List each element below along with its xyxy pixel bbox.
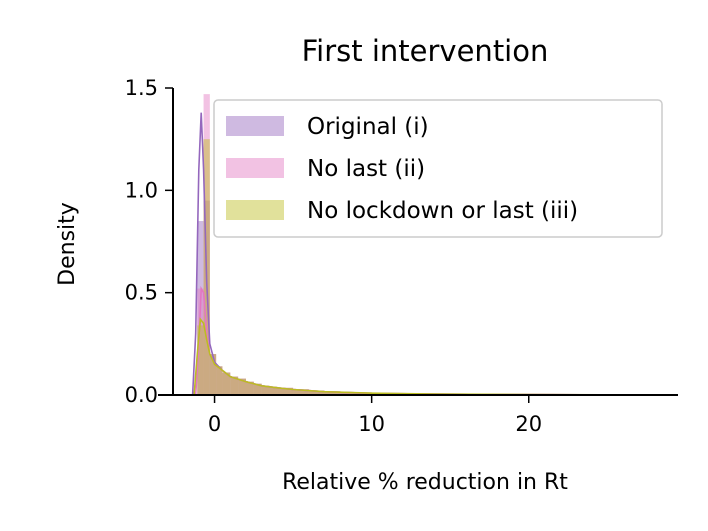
hist-bar [230,376,239,395]
legend-box [213,99,663,238]
hist-bar [216,366,223,395]
hist-bar [230,376,239,395]
hist-bar [308,390,325,395]
hist-bar [245,381,254,395]
hist-bar [222,372,231,395]
hist-bar [261,385,270,395]
hist-bar [245,381,254,395]
hist-bar [209,354,217,395]
hist-bar [216,366,223,395]
kde-line-series-3 [193,317,655,396]
hist-bar [340,392,372,395]
hist-bar [245,381,254,395]
hist-bar [261,385,270,395]
hist-bar [253,383,262,395]
x-tick-label: 20 [515,412,542,436]
y-tick-label: 0.5 [125,281,158,305]
plot-area [191,94,655,396]
hist-bar [293,389,309,395]
hist-bar [324,391,341,395]
hist-bar [340,392,372,395]
hist-bar [293,389,309,395]
hist-bar [222,372,231,395]
x-tick-label: 10 [358,412,385,436]
axes: 0 10 20 0.0 0.5 1.0 1.5 [125,76,678,436]
hist-bar [222,372,231,395]
y-tick-label: 0.0 [125,383,158,407]
hist-bar [238,378,246,395]
hist-bar [230,376,239,395]
hist-bar [324,391,341,395]
hist-bar [238,378,246,395]
hist-bar [293,389,309,395]
hist-bar [308,390,325,395]
hist-bar [253,383,262,395]
hist-bar [261,385,270,395]
legend-label-series-1: Original (i) [307,114,429,140]
y-tick-label: 1.5 [125,76,158,100]
hist-bar [340,392,372,395]
legend-swatch-series-2 [226,158,284,178]
hist-bar [277,387,294,395]
hist-bar [238,378,246,395]
hist-bar [269,386,278,395]
hist-bar [308,390,325,395]
x-tick-label: 0 [208,412,221,436]
hist-bar [209,354,217,395]
hist-bar [216,366,223,395]
hist-bar [209,354,217,395]
legend-label-series-2: No last (ii) [307,156,425,182]
y-axis-label: Density [55,202,80,286]
hist-bar [253,383,262,395]
legend-swatch-series-3 [226,200,284,220]
hist-bar [324,391,341,395]
kde-line-series-2 [194,285,639,396]
hist-bar [203,94,210,395]
hist-bar [197,288,204,395]
x-axis-label: Relative % reduction in Rt [282,470,568,495]
legend[interactable]: Original (i) No last (ii) No lockdown or l… [213,99,663,238]
y-tick-label: 1.0 [125,178,158,202]
legend-swatch-series-1 [226,116,284,136]
hist-bar [269,386,278,395]
chart-title: First intervention [302,34,549,68]
legend-label-series-3: No lockdown or last (iii) [307,198,578,224]
hist-bar [277,387,294,395]
hist-bar [277,387,294,395]
hist-bar [269,386,278,395]
hist-bar [197,325,204,395]
